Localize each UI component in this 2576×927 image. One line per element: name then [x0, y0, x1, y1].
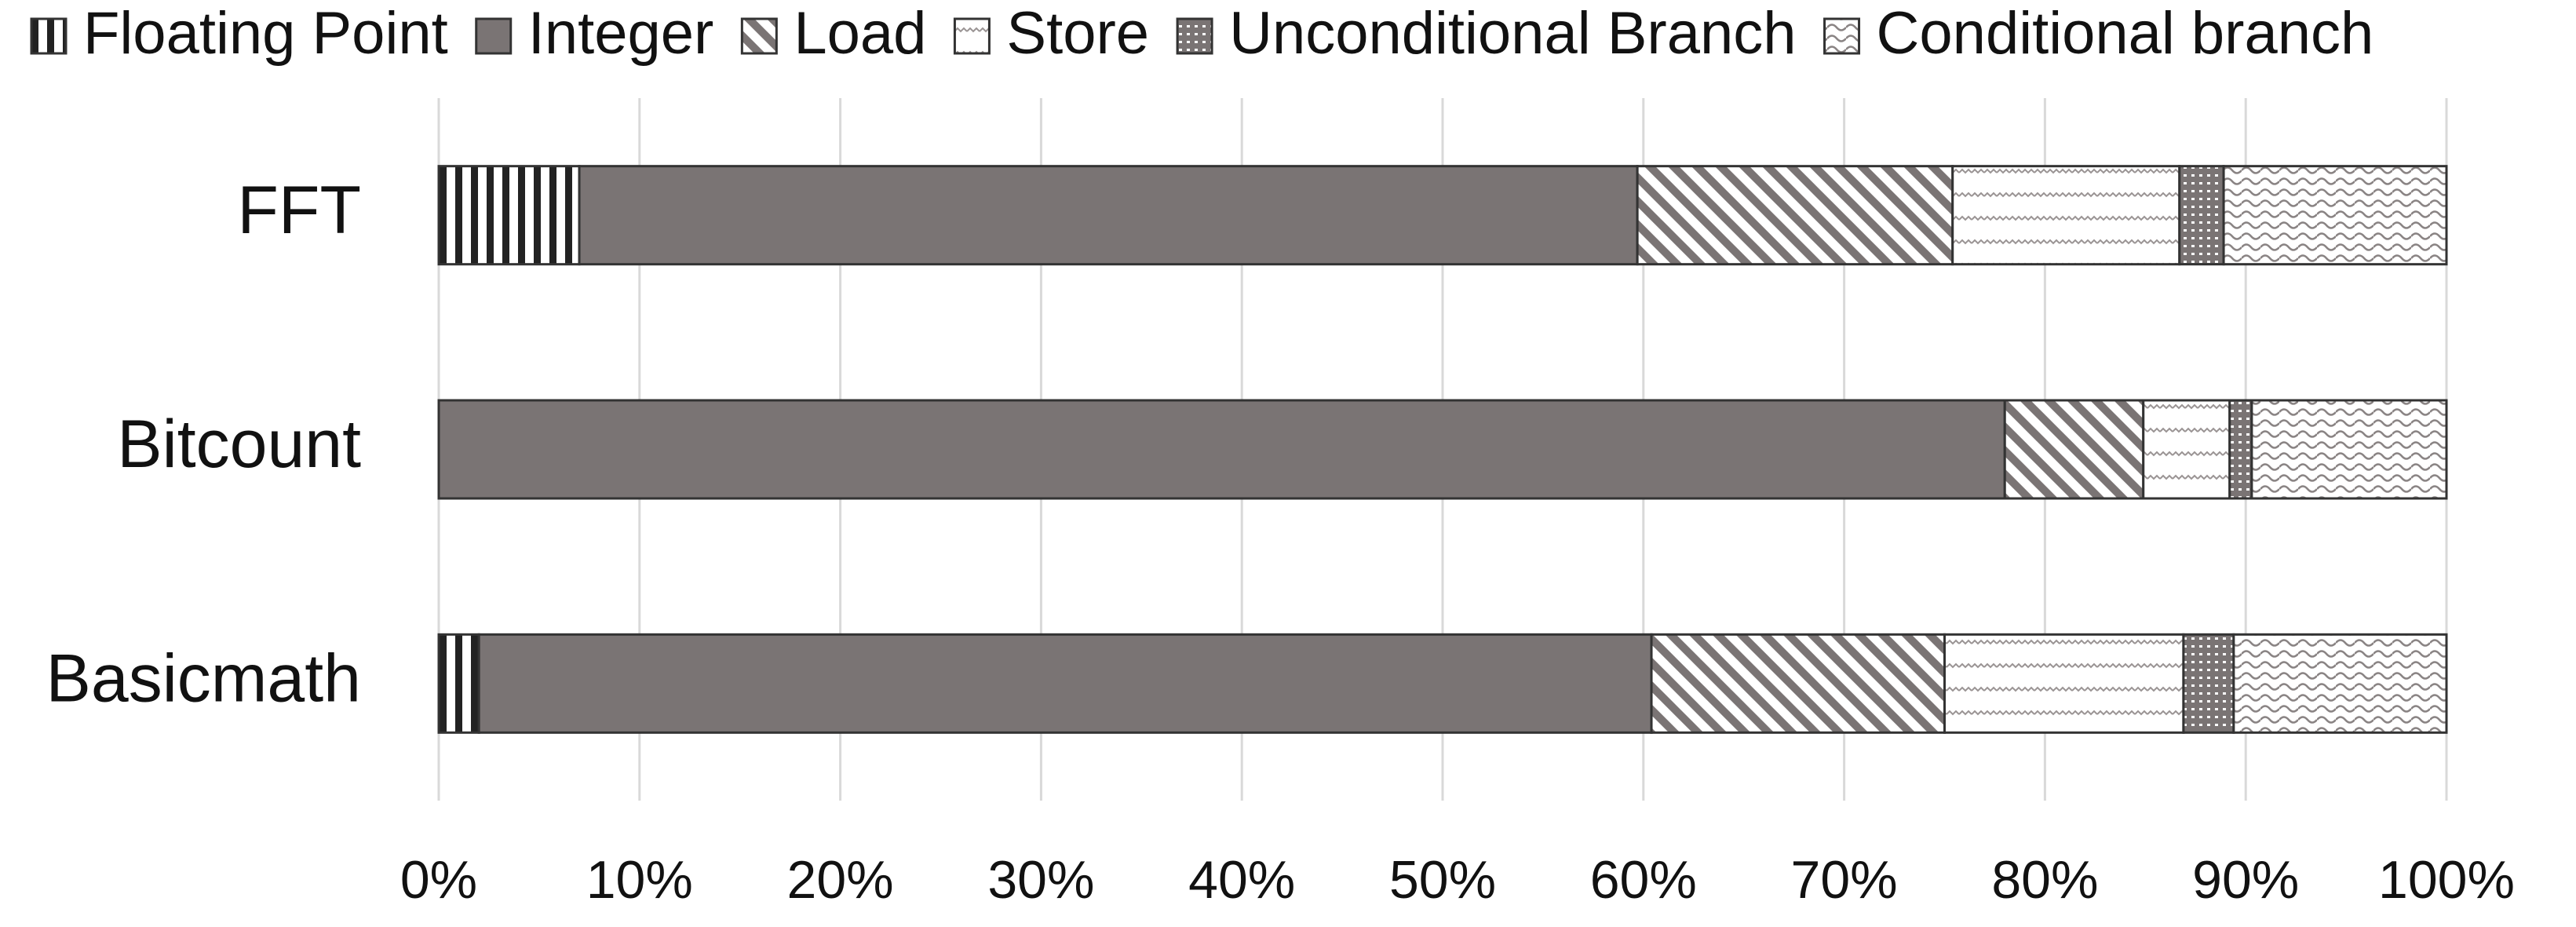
legend-swatch	[30, 17, 68, 55]
bar-segment	[2178, 165, 2225, 266]
bar-segment	[2232, 633, 2448, 734]
bar-segment	[437, 399, 2006, 500]
bar-segment	[2182, 633, 2235, 734]
legend-label: Unconditional Branch	[1229, 0, 1796, 67]
legend-label: Load	[794, 0, 926, 67]
bar-segment	[2228, 399, 2253, 500]
bar-segment	[477, 633, 1653, 734]
x-tick-label: 10%	[586, 850, 693, 910]
legend-swatch	[1823, 17, 1861, 55]
legend-label: Store	[1006, 0, 1149, 67]
bar-segment	[1943, 633, 2185, 734]
x-tick-label: 60%	[1590, 850, 1697, 910]
bar-segment	[1650, 633, 1946, 734]
x-tick-label: 40%	[1188, 850, 1295, 910]
legend-label: Integer	[528, 0, 714, 67]
legend-label: Floating Point	[83, 0, 448, 67]
x-tick-label: 80%	[1991, 850, 2098, 910]
x-tick-label: 20%	[787, 850, 894, 910]
x-tick-label: 90%	[2192, 850, 2299, 910]
legend-label: Conditional branch	[1877, 0, 2374, 67]
bar-segment	[578, 165, 1639, 266]
bar-segment	[2142, 399, 2231, 500]
legend-swatch	[1176, 17, 1213, 55]
bar-segment	[2003, 399, 2145, 500]
legend-swatch	[953, 17, 991, 55]
category-label: Bitcount	[117, 407, 361, 482]
x-tick-label: 30%	[987, 850, 1094, 910]
bar-segment	[437, 165, 581, 266]
category-label: FFT	[237, 173, 361, 248]
bar-segment	[437, 633, 480, 734]
bar-segment	[1951, 165, 2181, 266]
x-tick-label: 100%	[2378, 850, 2515, 910]
x-tick-label: 70%	[1791, 850, 1898, 910]
x-tick-label: 0%	[400, 850, 477, 910]
bar-segment	[2222, 165, 2448, 266]
legend-swatch	[740, 17, 778, 55]
category-label: Basicmath	[46, 641, 362, 717]
bar-segment	[2250, 399, 2448, 500]
x-tick-label: 50%	[1389, 850, 1496, 910]
bar-segment	[1636, 165, 1954, 266]
legend-swatch	[475, 17, 513, 55]
